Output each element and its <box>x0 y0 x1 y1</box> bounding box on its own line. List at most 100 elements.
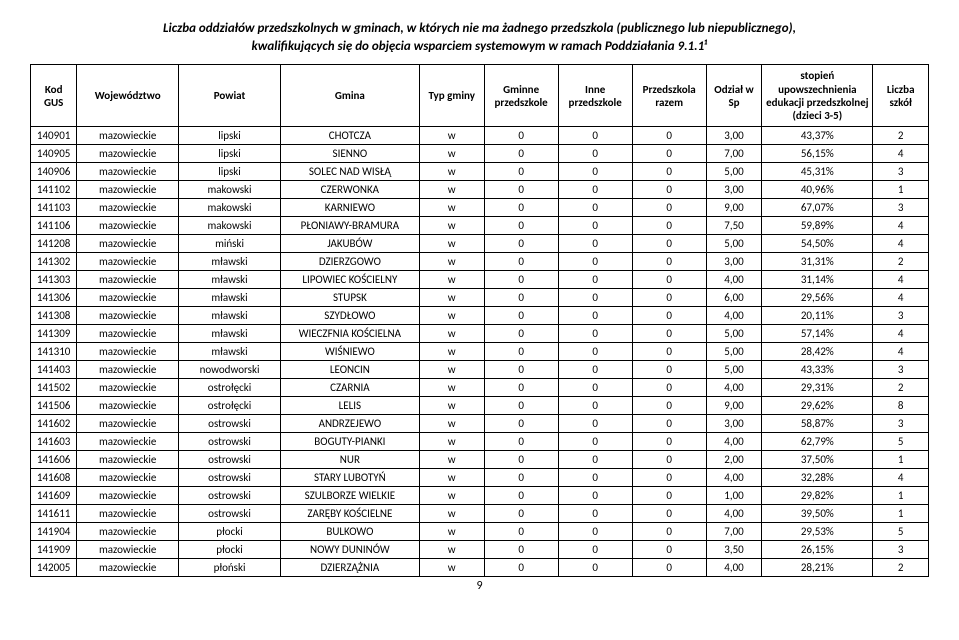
cell-gmina: WIŚNIEWO <box>280 343 419 361</box>
cell-st: 45,31% <box>762 163 873 181</box>
cell-woj: mazowieckie <box>77 523 179 541</box>
cell-pr: 0 <box>632 541 706 559</box>
table-row: 140905mazowieckielipskiSIENNOw0007,0056,… <box>31 145 929 163</box>
cell-kod: 140906 <box>31 163 77 181</box>
cell-st: 29,62% <box>762 397 873 415</box>
cell-gmina: CHOTCZA <box>280 127 419 145</box>
cell-st: 43,37% <box>762 127 873 145</box>
cell-gmina: STUPSK <box>280 289 419 307</box>
cell-gp: 0 <box>484 469 558 487</box>
cell-gp: 0 <box>484 487 558 505</box>
cell-od: 3,00 <box>706 127 762 145</box>
cell-pow: lipski <box>179 127 281 145</box>
cell-od: 5,00 <box>706 163 762 181</box>
cell-od: 6,00 <box>706 289 762 307</box>
cell-kod: 141403 <box>31 361 77 379</box>
cell-gp: 0 <box>484 523 558 541</box>
table-row: 140901mazowieckielipskiCHOTCZAw0003,0043… <box>31 127 929 145</box>
cell-gmina: LEONCIN <box>280 361 419 379</box>
cell-woj: mazowieckie <box>77 325 179 343</box>
cell-pr: 0 <box>632 397 706 415</box>
cell-pr: 0 <box>632 127 706 145</box>
cell-ls: 4 <box>873 469 929 487</box>
cell-typ: w <box>419 235 484 253</box>
cell-od: 4,00 <box>706 307 762 325</box>
cell-pr: 0 <box>632 505 706 523</box>
cell-ip: 0 <box>558 523 632 541</box>
cell-ip: 0 <box>558 271 632 289</box>
cell-ip: 0 <box>558 415 632 433</box>
data-table: Kod GUS Województwo Powiat Gmina Typ gmi… <box>30 64 929 577</box>
cell-st: 37,50% <box>762 451 873 469</box>
cell-pr: 0 <box>632 469 706 487</box>
cell-kod: 141609 <box>31 487 77 505</box>
cell-ip: 0 <box>558 379 632 397</box>
cell-pow: płocki <box>179 541 281 559</box>
cell-pr: 0 <box>632 325 706 343</box>
cell-woj: mazowieckie <box>77 469 179 487</box>
cell-ip: 0 <box>558 451 632 469</box>
table-row: 141609mazowieckieostrowskiSZULBORZE WIEL… <box>31 487 929 505</box>
cell-ip: 0 <box>558 235 632 253</box>
cell-pow: miński <box>179 235 281 253</box>
cell-ip: 0 <box>558 199 632 217</box>
cell-ip: 0 <box>558 253 632 271</box>
cell-od: 7,00 <box>706 523 762 541</box>
title-line-2: kwalifikujących się do objęcia wsparciem… <box>252 39 708 54</box>
table-row: 141502mazowieckieostrołęckiCZARNIAw0004,… <box>31 379 929 397</box>
cell-woj: mazowieckie <box>77 379 179 397</box>
table-row: 141904mazowieckiepłockiBULKOWOw0007,0029… <box>31 523 929 541</box>
cell-typ: w <box>419 415 484 433</box>
cell-ip: 0 <box>558 217 632 235</box>
cell-ls: 1 <box>873 451 929 469</box>
cell-kod: 141608 <box>31 469 77 487</box>
table-row: 141403mazowieckienowodworskiLEONCINw0005… <box>31 361 929 379</box>
cell-gp: 0 <box>484 145 558 163</box>
cell-od: 3,00 <box>706 415 762 433</box>
cell-ip: 0 <box>558 559 632 577</box>
cell-kod: 141602 <box>31 415 77 433</box>
cell-st: 28,21% <box>762 559 873 577</box>
cell-pow: lipski <box>179 163 281 181</box>
cell-kod: 141309 <box>31 325 77 343</box>
cell-gmina: SZYDŁOWO <box>280 307 419 325</box>
cell-od: 4,00 <box>706 469 762 487</box>
cell-pr: 0 <box>632 217 706 235</box>
cell-ls: 3 <box>873 541 929 559</box>
cell-typ: w <box>419 361 484 379</box>
cell-pow: makowski <box>179 181 281 199</box>
cell-pow: nowodworski <box>179 361 281 379</box>
cell-pow: płoński <box>179 559 281 577</box>
cell-typ: w <box>419 379 484 397</box>
cell-st: 20,11% <box>762 307 873 325</box>
cell-ls: 4 <box>873 271 929 289</box>
cell-od: 4,00 <box>706 271 762 289</box>
cell-ls: 4 <box>873 235 929 253</box>
cell-ls: 4 <box>873 343 929 361</box>
cell-woj: mazowieckie <box>77 397 179 415</box>
cell-gp: 0 <box>484 289 558 307</box>
cell-kod: 141302 <box>31 253 77 271</box>
cell-gp: 0 <box>484 343 558 361</box>
cell-ls: 3 <box>873 163 929 181</box>
table-body: 140901mazowieckielipskiCHOTCZAw0003,0043… <box>31 127 929 577</box>
cell-st: 57,14% <box>762 325 873 343</box>
cell-gmina: PŁONIAWY-BRAMURA <box>280 217 419 235</box>
cell-ip: 0 <box>558 307 632 325</box>
cell-gp: 0 <box>484 271 558 289</box>
table-row: 141608mazowieckieostrowskiSTARY LUBOTYŃw… <box>31 469 929 487</box>
cell-ls: 5 <box>873 523 929 541</box>
cell-ls: 5 <box>873 433 929 451</box>
cell-ip: 0 <box>558 487 632 505</box>
cell-kod: 141208 <box>31 235 77 253</box>
cell-st: 62,79% <box>762 433 873 451</box>
table-row: 141611mazowieckieostrowskiZARĘBY KOŚCIEL… <box>31 505 929 523</box>
cell-pow: ostrołęcki <box>179 397 281 415</box>
cell-od: 5,00 <box>706 325 762 343</box>
cell-st: 54,50% <box>762 235 873 253</box>
header-kod: Kod GUS <box>31 65 77 127</box>
cell-ip: 0 <box>558 127 632 145</box>
header-gp: Gminne przedszkole <box>484 65 558 127</box>
cell-od: 5,00 <box>706 235 762 253</box>
cell-ip: 0 <box>558 361 632 379</box>
